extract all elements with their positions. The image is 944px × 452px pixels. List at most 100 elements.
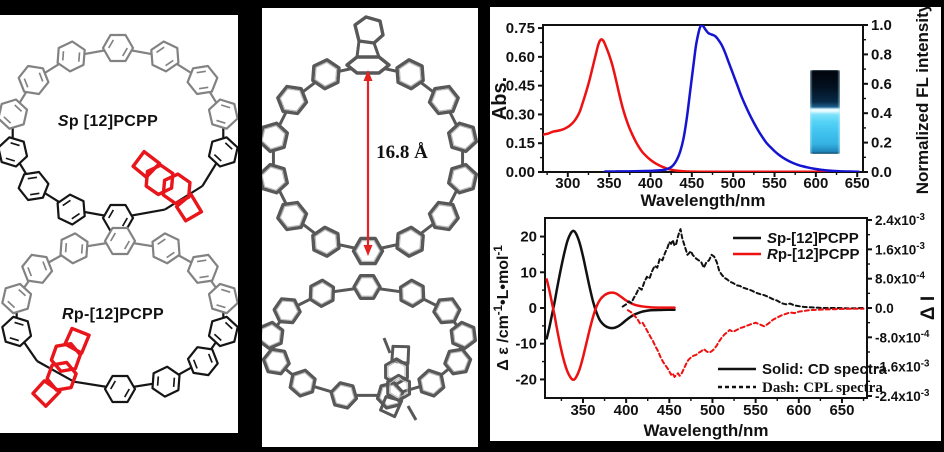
y-left-tick-label: 0.60 [506,49,535,66]
paracyclophane-unit [31,326,91,408]
benzene-ring [144,163,175,197]
double-bond [78,52,81,62]
benzene-ring [186,346,219,377]
y-right-tick-label: 0.8 [871,46,892,63]
benzene-ring [279,88,305,112]
crystal-structure-drawing [262,15,478,421]
benzene-ring [292,372,314,395]
benzene-ring [355,277,379,297]
double-bond [23,78,29,88]
benzene-ring [49,341,83,373]
double-bond [213,154,222,162]
diameter-value: 16.8 Å [376,142,428,163]
benzene-ring [45,360,78,392]
bridge-bond [355,40,361,58]
benzene-ring [0,98,29,130]
rp-label-italic: R [62,306,74,323]
double-bond [10,142,20,147]
benzene-ring [151,232,181,265]
double-bond [224,142,233,150]
double-bond [220,104,231,109]
spectra-panel: 300 350 400 450 500 550 600 650 0.00 0.15 0.30 0.45… [490,7,941,441]
double-bond [38,72,44,82]
benzene-ring [265,350,288,373]
benzene-ring [449,320,478,350]
double-bond [199,275,209,279]
benzene-ring [431,88,457,112]
benzene-ring [314,61,338,87]
double-bond [80,244,84,254]
benzene-ring [207,315,238,348]
y-axis-label-right: Δ I [918,296,939,320]
benzene-ring [353,15,385,45]
series-cd-Rp [545,278,676,382]
double-bond [196,259,207,263]
double-bond [165,59,174,67]
y-left-tick-label: -20 [515,371,537,388]
diameter-label: 16.8 Å [376,142,428,164]
double-bond [27,176,38,180]
series-group [543,25,861,172]
benzene-ring [332,384,355,407]
rp-molecule-label: Rp-[12]PCPP [62,306,164,324]
double-bond [207,353,213,363]
x-tick-label: 300 [555,175,580,192]
benzene-ring [379,384,402,407]
x-tick-label: 350 [597,175,622,192]
x-tick-label: 500 [721,175,746,192]
y-left-tick-label: 10 [520,264,537,281]
bridge-unit [345,15,391,75]
y-axis-label-left: Abs. [490,77,511,120]
benzene-ring [398,278,426,308]
series-group [545,228,865,382]
benzene-ring [311,58,341,91]
benzene-ring [311,282,332,305]
structure-panel-left: Sp [12]PCPP Rp-[12]PCPP [0,15,238,433]
y-right-tick-label: 1.6x10-3 [875,241,926,257]
benzene-ring [17,64,50,96]
double-bond [109,380,117,390]
y-right-tick-label: 8.0x10-4 [875,271,926,287]
x-axis-label: Wavelength/nm [644,421,769,440]
double-bond [121,47,129,57]
x-tick-label: 500 [700,402,725,419]
benzene-ring [276,84,309,116]
benzene-ring [161,172,192,206]
benzene-ring [275,300,299,321]
benzene-ring [262,125,286,150]
y-right-tick-label: 0.6 [871,76,892,93]
double-bond [221,288,231,293]
double-bond [196,70,206,74]
benzene-ring [389,377,408,399]
y-right-tick-label: -8.0x10-4 [875,329,930,345]
sp-label-italic: S [57,113,69,130]
benzene-ring [443,347,473,376]
legend-entry: Dash: CPL spectra [762,380,883,396]
cuvette-photo [810,70,840,154]
double-bond [213,333,222,342]
x-tick-label: 400 [638,175,663,192]
y-left-tick-label: -10 [515,336,537,353]
series-cpl-Sp [621,228,865,310]
double-bond [64,243,68,253]
benzene-ring [308,278,336,308]
series-absorption [543,38,859,172]
benzene-ring [355,240,381,262]
double-bond [192,359,198,369]
y-left-tick-label: 0.45 [506,78,535,95]
double-bond [14,104,23,112]
double-bond [107,39,115,49]
benzene-ring [446,350,469,373]
benzene-ring [150,40,180,73]
benzene-ring [17,170,50,202]
double-bond [71,212,80,220]
double-bond [42,261,48,271]
macrocycle-structures-drawing [0,33,238,408]
y-left-tick-label: 0.75 [506,20,535,37]
benzene-ring [103,374,137,404]
x-tick-label: 600 [803,175,828,192]
x-tick-label: 400 [614,402,639,419]
bridge-bond [372,42,381,58]
double-bond [7,300,16,309]
arrow-head-down [363,245,373,256]
